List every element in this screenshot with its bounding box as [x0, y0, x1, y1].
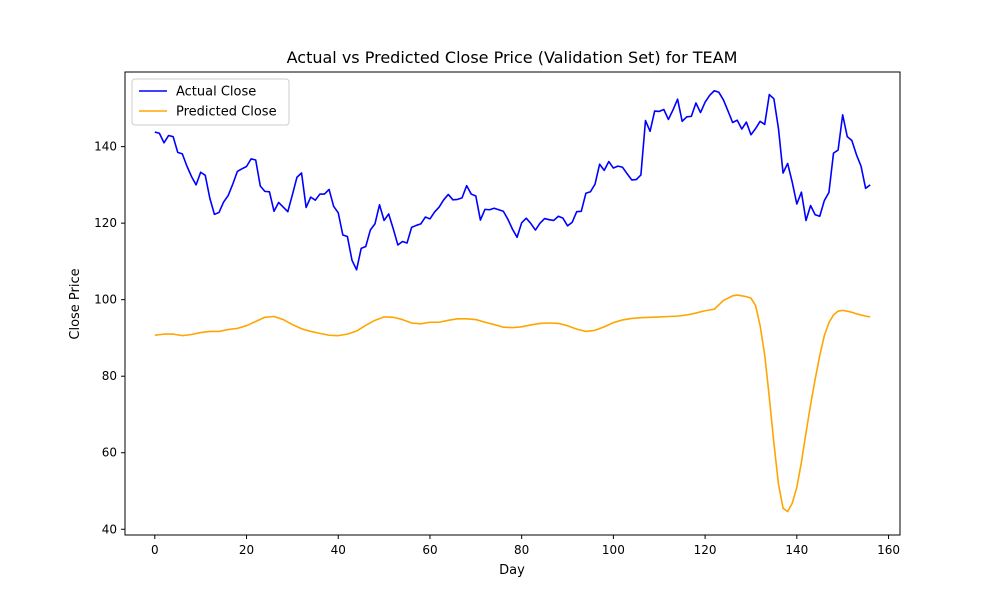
- plot-area: [125, 72, 900, 535]
- x-tick-label: 160: [877, 543, 900, 557]
- x-tick-label: 80: [514, 543, 529, 557]
- legend-label-0: Actual Close: [176, 85, 256, 100]
- legend-box: [131, 78, 290, 126]
- y-tick-label: 120: [94, 216, 117, 230]
- y-tick-label: 80: [102, 369, 117, 383]
- chart-title: Actual vs Predicted Close Price (Validat…: [287, 48, 738, 67]
- y-tick-label: 140: [94, 140, 117, 154]
- plot-background: [125, 72, 900, 535]
- legend: Actual Close Predicted Close: [131, 78, 290, 126]
- x-tick-label: 20: [239, 543, 254, 557]
- x-tick-label: 140: [785, 543, 808, 557]
- x-tick-label: 0: [151, 543, 159, 557]
- x-tick-label: 40: [331, 543, 346, 557]
- x-tick-label: 60: [422, 543, 437, 557]
- x-tick-label: 120: [694, 543, 717, 557]
- x-tick-label: 100: [602, 543, 625, 557]
- axes-layer: 0 20 40 60 80 100 120 140 160 40 60 80 100 120 140: [94, 71, 901, 557]
- series-line-1: [154, 294, 871, 513]
- y-tick-label: 40: [102, 522, 117, 536]
- legend-label-1: Predicted Close: [176, 105, 277, 120]
- y-tick-label: 100: [94, 293, 117, 307]
- y-axis-label: Close Price: [68, 268, 83, 339]
- y-tick-label: 60: [102, 446, 117, 460]
- x-axis-label: Day: [499, 563, 525, 578]
- series-line-0: [154, 89, 871, 271]
- plot-frame: [124, 71, 901, 536]
- series-layer: [154, 89, 871, 513]
